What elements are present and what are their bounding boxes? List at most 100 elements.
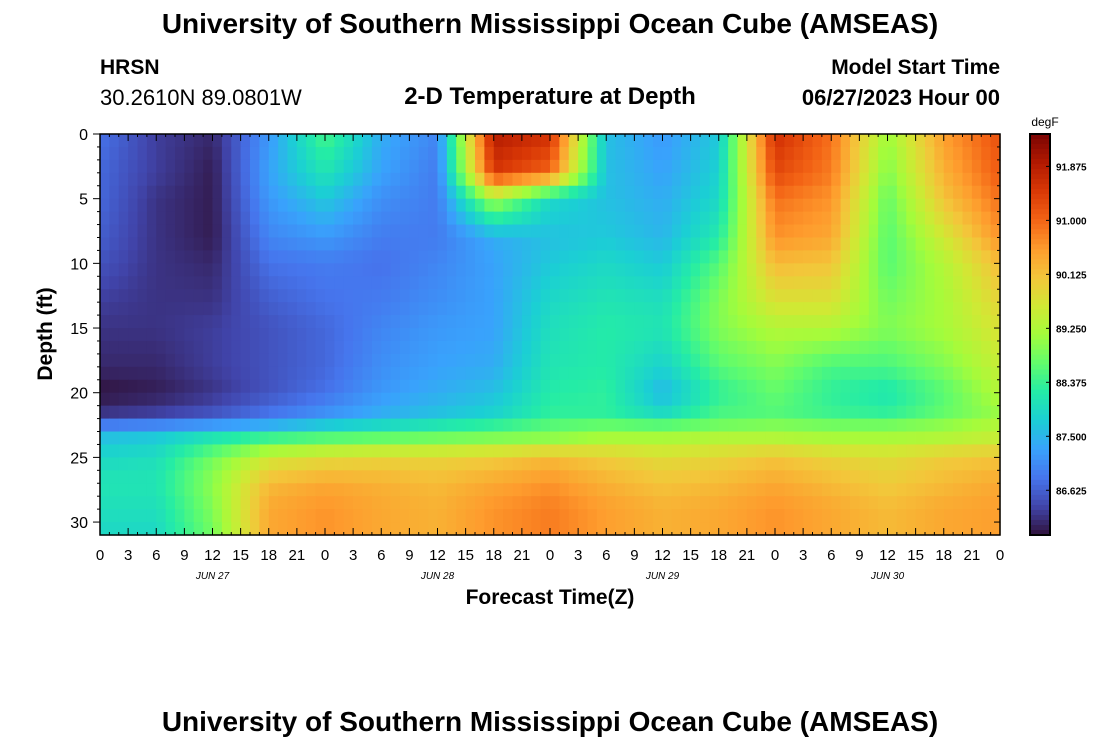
heatmap-cell [428, 431, 439, 446]
heatmap-cell [821, 328, 832, 342]
heatmap-cell [268, 198, 279, 213]
heatmap-cell [896, 392, 907, 407]
heatmap-cell [325, 302, 335, 316]
heatmap-cell [531, 263, 542, 277]
heatmap-cell [540, 159, 551, 174]
heatmap-cell [259, 522, 270, 536]
colorbar-segment [1030, 199, 1050, 205]
colorbar-segment [1030, 309, 1050, 316]
heatmap-cell [587, 198, 598, 213]
heatmap-cell [128, 340, 139, 355]
heatmap-cell [690, 496, 701, 510]
heatmap-cell [765, 366, 776, 381]
y-tick-label: 10 [70, 256, 88, 273]
heatmap-cell [278, 340, 289, 355]
heatmap-cell [887, 198, 898, 213]
heatmap-cell [606, 483, 617, 497]
heatmap-cell [784, 496, 795, 510]
heatmap-cell [868, 483, 879, 497]
heatmap-cell [231, 146, 242, 161]
heatmap-cell [428, 146, 439, 161]
heatmap-cell [756, 211, 767, 226]
heatmap-cell [718, 185, 729, 200]
heatmap-cell [568, 289, 579, 303]
heatmap-cell [559, 353, 570, 368]
heatmap-cell [896, 457, 907, 471]
heatmap-cell [437, 237, 448, 252]
heatmap-cell [559, 211, 570, 226]
heatmap-cell [812, 366, 823, 381]
heatmap-cell [221, 198, 232, 213]
heatmap-cell [981, 146, 992, 161]
x-tick-label: 0 [546, 547, 554, 564]
heatmap-cell [653, 509, 664, 523]
heatmap-cell [493, 211, 504, 226]
heatmap-cell [531, 418, 542, 433]
heatmap-cell [971, 198, 982, 213]
heatmap-cell [625, 379, 635, 394]
heatmap-cell [775, 263, 785, 277]
heatmap-cell [737, 340, 748, 355]
heatmap-cell [456, 146, 467, 161]
heatmap-cell [690, 418, 701, 433]
heatmap-cell [859, 198, 870, 213]
heatmap-cell [503, 289, 514, 303]
heatmap-cell [934, 211, 945, 226]
heatmap-cell [878, 379, 889, 394]
heatmap-cell [175, 250, 185, 264]
heatmap-cell [915, 237, 926, 252]
heatmap-cell [859, 172, 870, 187]
heatmap-cell [850, 392, 860, 407]
heatmap-cell [962, 392, 973, 407]
heatmap-cell [156, 276, 167, 290]
heatmap-cell [334, 431, 345, 446]
heatmap-cell [812, 172, 823, 187]
heatmap-cell [156, 483, 167, 497]
heatmap-cell [878, 276, 889, 290]
heatmap-cell [118, 211, 129, 226]
heatmap-cell [156, 198, 167, 213]
heatmap-cell [512, 302, 523, 316]
heatmap-cell [446, 366, 457, 381]
heatmap-cell [756, 405, 767, 420]
colorbar-segment [1030, 319, 1050, 326]
heatmap-cell [240, 172, 251, 187]
heatmap-cell [343, 431, 354, 446]
heatmap-cell [315, 340, 326, 355]
heatmap-cell [615, 289, 626, 303]
heatmap-cell [943, 276, 954, 290]
heatmap-cell [165, 509, 176, 523]
heatmap-cell [728, 315, 739, 329]
heatmap-cell [681, 483, 692, 497]
heatmap-cell [896, 340, 907, 355]
heatmap-cell [746, 159, 757, 174]
heatmap-cell [606, 431, 617, 446]
heatmap-cell [953, 315, 964, 329]
heatmap-cell [690, 483, 701, 497]
heatmap-cell [550, 496, 560, 510]
heatmap-cell [296, 172, 307, 187]
heatmap-cell [165, 470, 176, 484]
heatmap-cell [221, 302, 232, 316]
heatmap-cell [615, 328, 626, 342]
heatmap-cell [615, 302, 626, 316]
heatmap-cell [325, 366, 335, 381]
heatmap-cell [578, 418, 589, 433]
heatmap-cell [681, 146, 692, 161]
heatmap-cell [390, 470, 401, 484]
heatmap-cell [175, 470, 185, 484]
heatmap-cell [671, 496, 682, 510]
heatmap-cell [325, 457, 335, 471]
heatmap-cell [381, 263, 392, 277]
heatmap-cell [943, 496, 954, 510]
heatmap-cell [531, 379, 542, 394]
heatmap-cell [709, 302, 720, 316]
heatmap-cell [643, 172, 654, 187]
heatmap-cell [831, 276, 842, 290]
heatmap-cell [390, 496, 401, 510]
heatmap-cell [690, 289, 701, 303]
heatmap-cell [268, 470, 279, 484]
heatmap-cell [409, 405, 420, 420]
heatmap-cell [681, 237, 692, 252]
heatmap-cell [390, 366, 401, 381]
